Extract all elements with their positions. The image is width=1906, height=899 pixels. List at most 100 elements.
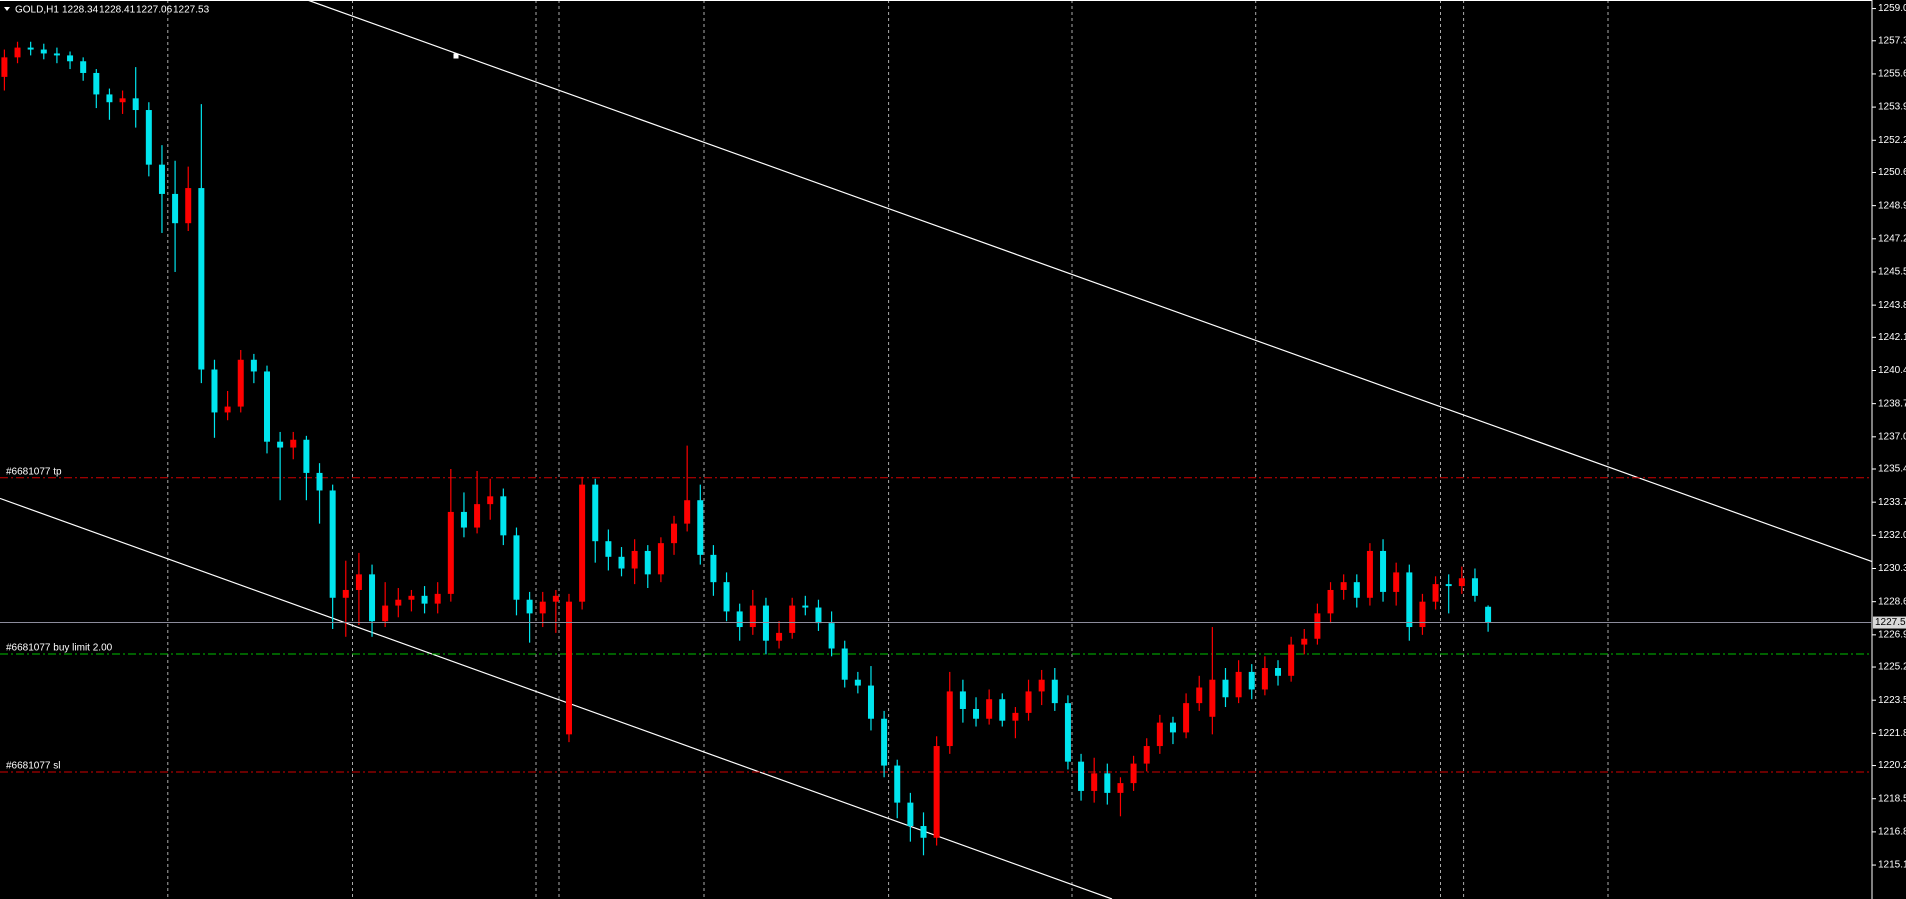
candle-body (1, 57, 8, 77)
top-border (0, 0, 1872, 1)
candle-body (487, 496, 494, 505)
candle-body (1183, 703, 1190, 733)
candle-body (644, 550, 651, 575)
candle-body (789, 605, 796, 633)
candle-body (329, 490, 336, 598)
symbol-label: GOLD,H1 (15, 5, 59, 16)
y-tick-label: 1259.00 (1878, 3, 1906, 14)
y-tick-label: 1226.90 (1878, 629, 1906, 640)
candle-body (1393, 572, 1400, 592)
y-tick-label: 1215.10 (1878, 860, 1906, 871)
y-tick-label: 1235.40 (1878, 464, 1906, 475)
y-tick-label: 1228.60 (1878, 596, 1906, 607)
candle-body (132, 98, 139, 111)
candle-body (1288, 644, 1295, 676)
candle-body (237, 359, 244, 407)
candle-body (565, 601, 572, 735)
candle-body (1078, 761, 1085, 791)
candle-body (828, 623, 835, 649)
candle-body (1104, 773, 1111, 793)
candle-body (474, 504, 481, 528)
candle-body (1248, 671, 1255, 690)
order-label: #6681077 buy limit 2.00 (6, 643, 113, 654)
candle-body (198, 188, 205, 370)
y-tick-label: 1218.50 (1878, 793, 1906, 804)
candle-body (145, 110, 152, 165)
candle-body (40, 49, 47, 54)
candle-body (290, 439, 297, 448)
candle-body (1235, 671, 1242, 698)
candle-body (369, 574, 376, 622)
candle-body (421, 595, 428, 604)
high-value: 1228.41 (99, 5, 136, 16)
candle-body (618, 556, 625, 569)
candle-body (973, 708, 980, 719)
trend-line-lower[interactable] (0, 497, 1113, 899)
candle-body (933, 746, 940, 838)
candle-body (1458, 578, 1465, 587)
order-label: #6681077 sl (6, 761, 61, 772)
candle-body (1156, 722, 1163, 747)
trend-line-anchor[interactable] (453, 53, 459, 59)
candle-body (671, 523, 678, 544)
y-tick-label: 1253.95 (1878, 102, 1906, 113)
candle-body (1130, 763, 1137, 784)
candle-body (710, 554, 717, 583)
candle-body (342, 589, 349, 598)
candle-body (867, 685, 874, 719)
menu-arrow[interactable] (4, 7, 10, 11)
candle-body (723, 582, 730, 612)
trend-line-upper[interactable] (307, 0, 1873, 563)
candle-body (303, 439, 310, 473)
y-tick-label: 1220.20 (1878, 760, 1906, 771)
y-tick-label: 1245.50 (1878, 267, 1906, 278)
candle-body (158, 164, 165, 194)
candle-body (552, 595, 559, 602)
candle-body (1275, 668, 1282, 676)
candle-body (27, 47, 34, 50)
candle-body (1419, 601, 1426, 628)
candle-body (526, 599, 533, 614)
candle-body (1091, 773, 1098, 791)
candle-body (631, 550, 638, 569)
y-tick-label: 1243.80 (1878, 300, 1906, 311)
candle-body (1117, 783, 1124, 793)
candle-body (211, 369, 218, 413)
open-value: 1228.34 (62, 5, 99, 16)
low-value: 1227.06 (136, 5, 173, 16)
candle-body (1301, 638, 1308, 645)
candle-body (1380, 550, 1387, 592)
y-tick-label: 1233.70 (1878, 497, 1906, 508)
candle-body (106, 94, 113, 103)
candle-body (920, 826, 927, 838)
candle-body (946, 691, 953, 747)
candle-body (539, 601, 546, 614)
candle-body (80, 61, 87, 73)
y-tick-label: 1257.35 (1878, 35, 1906, 46)
candle-body (776, 632, 783, 641)
candle-body (1353, 582, 1360, 598)
candle-body (1012, 712, 1019, 721)
candle-body (1471, 578, 1478, 596)
y-tick-label: 1252.25 (1878, 135, 1906, 146)
candle-body (1366, 550, 1373, 598)
candle-body (749, 605, 756, 628)
y-tick-label: 1238.75 (1878, 398, 1906, 409)
candle-body (408, 595, 415, 600)
candle-body (1314, 613, 1321, 639)
y-tick-label: 1242.15 (1878, 332, 1906, 343)
y-tick-label: 1232.00 (1878, 530, 1906, 541)
order-label: #6681077 tp (6, 466, 62, 477)
candle-body (894, 765, 901, 803)
candle-body (395, 599, 402, 606)
candle-body (999, 699, 1006, 721)
candle-body (14, 47, 21, 58)
candle-body (53, 53, 60, 56)
candle-body (762, 605, 769, 641)
close-value: 1227.53 (173, 5, 210, 16)
candle-body (250, 359, 257, 372)
candle-body (1038, 679, 1045, 692)
candle-body (1209, 679, 1216, 717)
candle-body (1196, 687, 1203, 704)
